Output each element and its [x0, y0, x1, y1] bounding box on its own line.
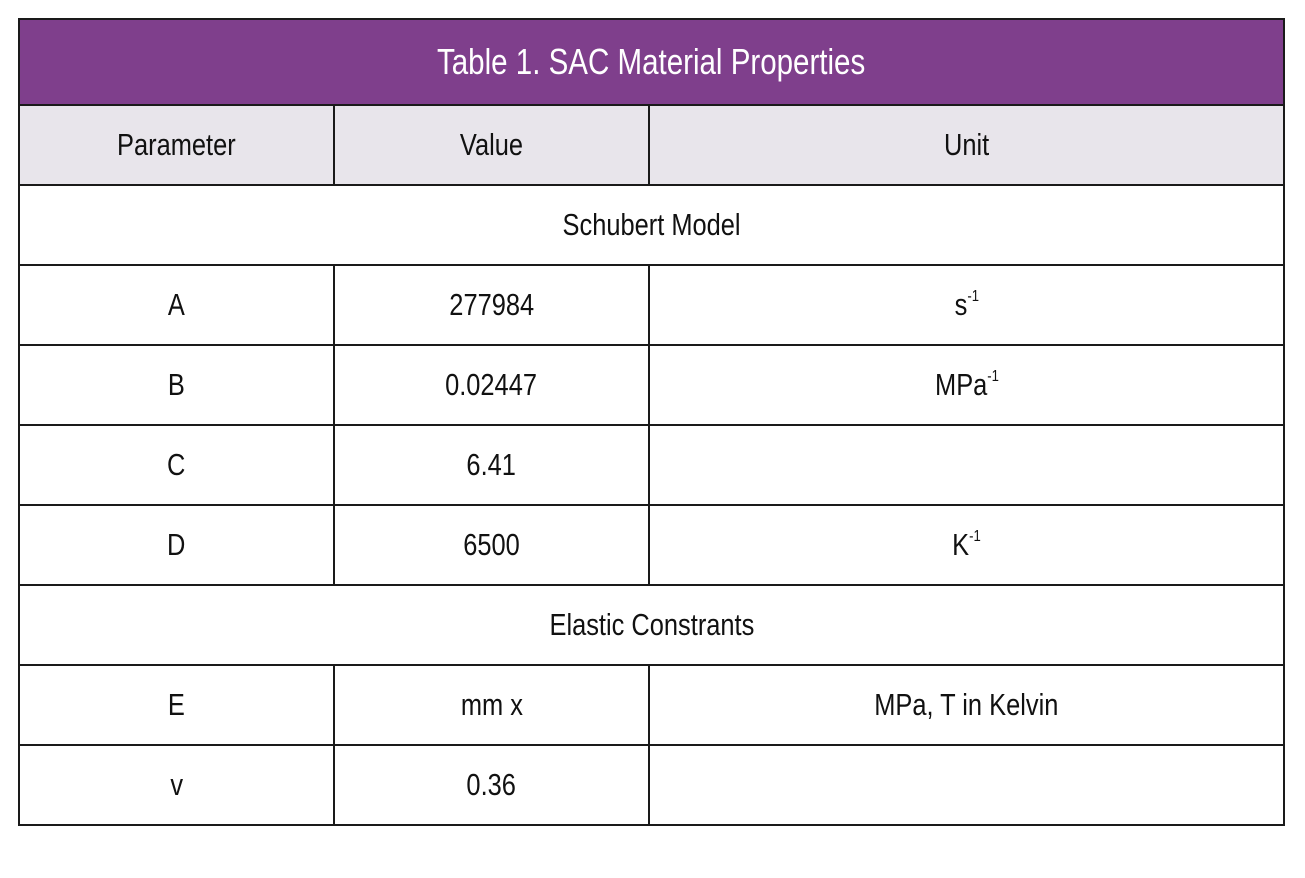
section-label-text: Elastic Constrants: [549, 607, 754, 642]
unit-text: s-1: [954, 287, 978, 323]
unit-text: K-1: [952, 527, 981, 563]
value-cell: 6500: [333, 504, 650, 586]
table-title-text: Table 1. SAC Material Properties: [437, 41, 866, 82]
unit-base: MPa, T in Kelvin: [874, 687, 1059, 722]
parameter-text: C: [167, 447, 186, 482]
unit-cell: s-1: [647, 264, 1286, 346]
material-properties-table: Table 1. SAC Material Properties Paramet…: [17, 18, 1286, 826]
table-row: E mm x MPa, T in Kelvin: [18, 664, 1286, 746]
parameter-text: D: [167, 527, 186, 562]
unit-cell: [647, 744, 1286, 826]
parameter-cell: E: [18, 664, 335, 746]
unit-cell: MPa-1: [647, 344, 1286, 426]
unit-base: s: [954, 287, 968, 322]
unit-exponent: -1: [967, 288, 979, 305]
value-text: 6.41: [466, 447, 517, 482]
header-value-text: Value: [459, 127, 524, 162]
table-title: Table 1. SAC Material Properties: [17, 18, 1286, 106]
value-text: 0.02447: [445, 367, 538, 402]
unit-cell: K-1: [647, 504, 1286, 586]
value-cell: 0.02447: [333, 344, 650, 426]
header-parameter: Parameter: [18, 104, 335, 186]
table-row: C 6.41: [18, 424, 1286, 506]
value-text: 0.36: [466, 767, 517, 802]
header-parameter-text: Parameter: [117, 127, 236, 162]
unit-text: MPa-1: [935, 367, 999, 403]
unit-exponent: -1: [969, 528, 981, 545]
parameter-cell: v: [18, 744, 335, 826]
parameter-text: A: [168, 287, 185, 322]
parameter-text: v: [170, 767, 183, 802]
section-label-text: Schubert Model: [562, 207, 741, 242]
table-header-row: Parameter Value Unit: [18, 104, 1286, 186]
section-row-elastic-constrants: Elastic Constrants: [17, 584, 1286, 666]
value-text: mm x: [460, 687, 523, 722]
table-row: B 0.02447 MPa-1: [18, 344, 1286, 426]
section-label: Elastic Constrants: [17, 584, 1286, 666]
unit-base: K: [952, 527, 970, 562]
material-properties-table-container: Table 1. SAC Material Properties Paramet…: [17, 18, 1286, 826]
value-cell: 0.36: [333, 744, 650, 826]
table-row: A 277984 s-1: [18, 264, 1286, 346]
table-row: D 6500 K-1: [18, 504, 1286, 586]
value-cell: mm x: [333, 664, 650, 746]
section-label: Schubert Model: [17, 184, 1286, 266]
parameter-text: B: [168, 367, 185, 402]
unit-text: MPa, T in Kelvin: [874, 687, 1058, 723]
parameter-cell: A: [18, 264, 335, 346]
unit-exponent: -1: [986, 368, 999, 385]
table-row: v 0.36: [18, 744, 1286, 826]
unit-cell: MPa, T in Kelvin: [647, 664, 1286, 746]
value-cell: 277984: [333, 264, 650, 346]
section-row-schubert-model: Schubert Model: [17, 184, 1286, 266]
parameter-cell: B: [18, 344, 335, 426]
parameter-cell: D: [18, 504, 335, 586]
table-title-row: Table 1. SAC Material Properties: [17, 18, 1286, 106]
unit-base: MPa: [934, 367, 987, 402]
parameter-cell: C: [18, 424, 335, 506]
unit-cell: [647, 424, 1286, 506]
value-text: 277984: [449, 287, 534, 322]
header-value: Value: [333, 104, 650, 186]
parameter-text: E: [168, 687, 185, 722]
value-text: 6500: [463, 527, 520, 562]
value-cell: 6.41: [333, 424, 650, 506]
header-unit-text: Unit: [943, 127, 990, 162]
header-unit: Unit: [647, 104, 1286, 186]
